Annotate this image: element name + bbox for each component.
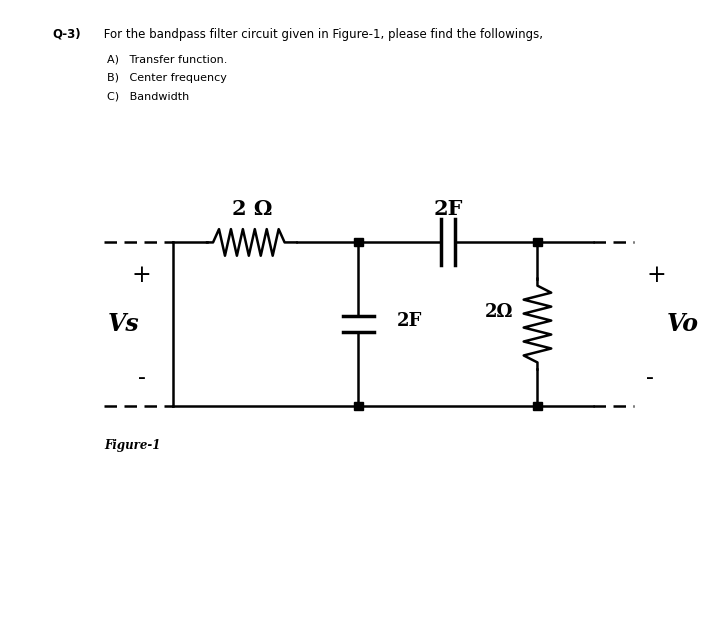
Bar	[533, 402, 542, 410]
Text: 2Ω: 2Ω	[485, 303, 513, 321]
Text: +: +	[132, 264, 151, 287]
Text: Q-3): Q-3)	[52, 28, 81, 41]
Bar	[354, 402, 363, 410]
Text: For the bandpass filter circuit given in Figure-1, please find the followings,: For the bandpass filter circuit given in…	[100, 28, 543, 41]
Text: Vs: Vs	[108, 312, 139, 336]
Text: Vo: Vo	[667, 312, 699, 336]
Text: 2F: 2F	[397, 312, 422, 330]
Bar	[533, 239, 542, 246]
Text: A)   Transfer function.: A) Transfer function.	[108, 55, 227, 65]
Text: Figure-1: Figure-1	[104, 439, 160, 452]
Text: -: -	[138, 367, 146, 390]
Text: -: -	[646, 367, 654, 390]
Text: 2F: 2F	[433, 200, 462, 219]
Text: C)   Bandwidth: C) Bandwidth	[108, 91, 189, 101]
Bar	[354, 239, 363, 246]
Text: +: +	[646, 264, 666, 287]
Text: 2 Ω: 2 Ω	[232, 200, 272, 219]
Text: B)   Center frequency: B) Center frequency	[108, 73, 227, 83]
